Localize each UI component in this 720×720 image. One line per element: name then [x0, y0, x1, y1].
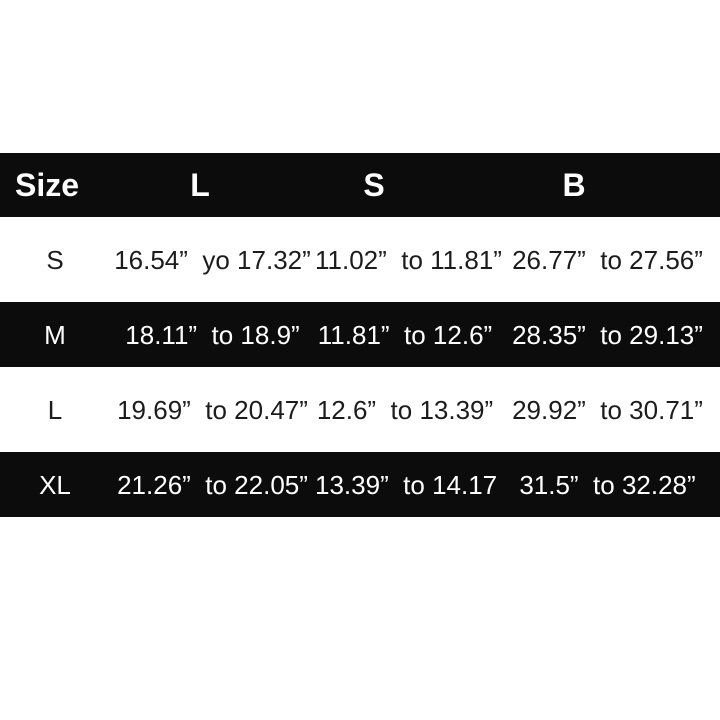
size-label: XL	[39, 469, 71, 500]
l-range: 21.26” to 22.05”	[117, 469, 308, 500]
table-row-size-s: S 16.54” yo 17.32” 11.02” to 11.81” 26.7…	[0, 217, 720, 302]
s-range: 11.81” to 12.6”	[317, 319, 493, 350]
size-chart-table: Size L S B S 16.54” yo 17.32” 11.02” to …	[0, 153, 720, 517]
size-label: M	[44, 319, 66, 350]
s-range: 13.39” to 14.17	[315, 469, 498, 500]
b-range: 31.5” to 32.28”	[519, 469, 696, 500]
table-row-size-xl: XL 21.26” to 22.05” 13.39” to 14.17 31.5…	[0, 452, 720, 517]
b-range: 29.92” to 30.71”	[512, 394, 703, 425]
l-range: 16.54” yo 17.32”	[114, 244, 311, 275]
table-row-size-m: M 18.11” to 18.9” 11.81” to 12.6” 28.35”…	[0, 302, 720, 367]
b-range: 26.77” to 27.56”	[512, 244, 703, 275]
size-label: S	[46, 244, 64, 275]
table-row-size-l: L 19.69” to 20.47” 12.6” to 13.39” 29.92…	[0, 367, 720, 452]
size-label: L	[47, 394, 63, 425]
b-range: 28.35” to 29.13”	[512, 319, 703, 350]
s-range: 12.6” to 13.39”	[316, 394, 494, 425]
l-range: 19.69” to 20.47”	[117, 394, 308, 425]
l-range: 18.11” to 18.9”	[125, 319, 300, 350]
s-range: 11.02” to 11.81”	[315, 244, 502, 275]
header-col-l: L	[190, 167, 210, 203]
header-size-label: Size	[15, 167, 80, 203]
header-col-s: S	[363, 167, 385, 203]
header-col-b: B	[562, 167, 586, 203]
header-row: Size L S B	[0, 153, 720, 217]
